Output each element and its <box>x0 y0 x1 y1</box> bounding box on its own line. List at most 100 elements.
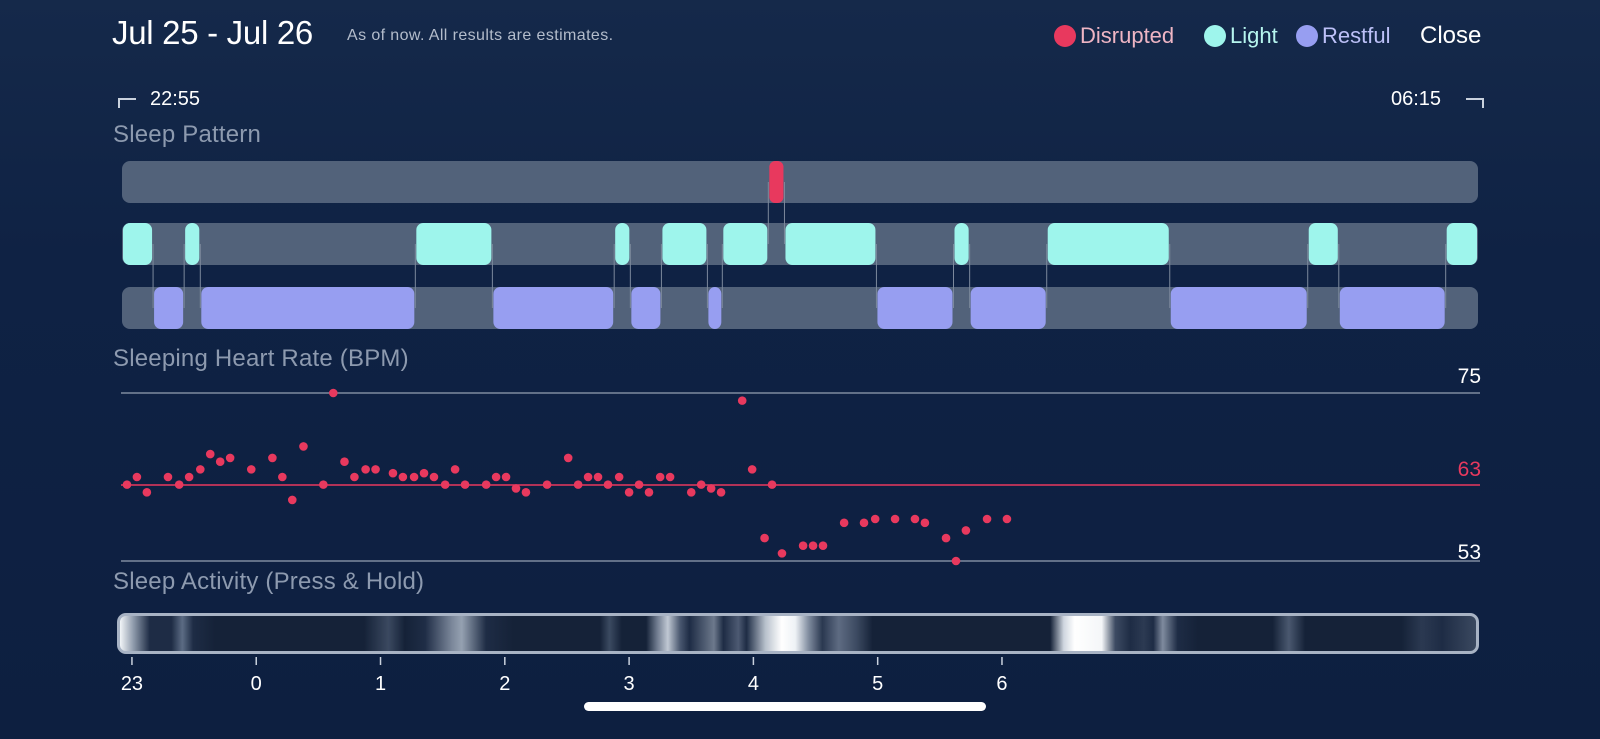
segment-light <box>662 223 707 265</box>
heart-rate-point <box>225 453 235 463</box>
heart-rate-point <box>747 465 757 474</box>
heart-rate-point <box>163 472 173 482</box>
heart-rate-point <box>760 533 769 543</box>
segment-light <box>185 223 200 265</box>
heart-rate-point <box>184 472 194 482</box>
legend-label: Disrupted <box>1080 23 1175 48</box>
heart-rate-point <box>573 480 583 489</box>
x-tick-label: 23 <box>121 673 143 695</box>
heart-rate-point <box>429 472 439 482</box>
segment-restful <box>154 287 184 329</box>
max-value-label: 75 <box>1458 365 1481 388</box>
sleep-activity-title: Sleep Activity (Press & Hold) <box>113 568 425 595</box>
heart-rate-point <box>665 472 675 482</box>
segment-restful <box>1339 287 1445 329</box>
legend-item-restful: Restful <box>1296 21 1390 51</box>
heart-rate-point <box>319 480 328 489</box>
heart-rate-point <box>777 549 787 558</box>
segment-light <box>1047 223 1169 265</box>
min-value-label: 53 <box>1458 541 1481 564</box>
sleep-pattern-title: Sleep Pattern <box>113 121 262 148</box>
segment-restful <box>201 287 415 329</box>
heart-rate-point <box>215 457 225 467</box>
heart-rate-point <box>614 472 624 482</box>
disrupted-dot-icon <box>1054 25 1076 47</box>
heart-rate-point <box>268 453 277 463</box>
heart-rate-point <box>1002 514 1012 524</box>
heart-rate-point <box>491 472 501 482</box>
heart-rate-point <box>808 541 818 551</box>
heart-rate-point <box>419 468 429 478</box>
heart-rate-point <box>920 518 930 528</box>
sleep-activity-heatmap[interactable] <box>117 613 1479 654</box>
heart-rate-point <box>409 472 419 482</box>
restful-track <box>122 287 1478 329</box>
estimate-disclaimer: As of now. All results are estimates. <box>347 27 614 44</box>
disrupted-track <box>122 161 1478 203</box>
heart-rate-point <box>634 480 644 489</box>
heart-rate-point <box>132 472 142 482</box>
heart-rate-point <box>511 484 521 493</box>
heart-rate-point <box>361 465 370 474</box>
heart-rate-point <box>982 514 992 524</box>
heart-rate-point <box>196 465 205 474</box>
heart-rate-point <box>624 487 634 497</box>
heart-rate-point <box>371 465 380 474</box>
heart-rate-point <box>388 468 398 478</box>
segment-light <box>954 223 969 265</box>
heart-rate-point <box>716 487 726 497</box>
segment-light <box>416 223 492 265</box>
legend-item-light: Light <box>1204 21 1278 51</box>
heart-rate-title: Sleeping Heart Rate (BPM) <box>113 345 409 372</box>
segment-light <box>723 223 768 265</box>
heart-rate-point <box>961 526 971 535</box>
page-title: Jul 25 - Jul 26 <box>112 14 313 51</box>
heart-rate-point <box>890 514 900 524</box>
heart-rate-point <box>278 472 287 482</box>
heart-rate-point <box>398 472 408 482</box>
x-tick-label: 6 <box>996 673 1007 695</box>
time-axis: 23 0 1 2 3 4 5 6 <box>121 657 1008 695</box>
segment-restful <box>1170 287 1307 329</box>
heart-rate-point <box>706 484 716 493</box>
close-button[interactable]: Close <box>1420 22 1482 49</box>
segment-restful <box>877 287 953 329</box>
heart-rate-point <box>798 541 808 551</box>
heart-rate-point <box>870 514 880 524</box>
segment-light <box>1308 223 1338 265</box>
start-bracket-icon <box>118 98 136 108</box>
sleep-pattern-chart[interactable] <box>122 161 1478 329</box>
end-time: 06:15 <box>1391 88 1442 110</box>
start-time: 22:55 <box>150 88 201 110</box>
heart-rate-point <box>350 472 359 482</box>
heart-rate-point <box>839 518 849 528</box>
restful-dot-icon <box>1296 25 1318 47</box>
heart-rate-point <box>951 556 961 566</box>
legend-item-disrupted: Disrupted <box>1054 21 1174 51</box>
segment-restful <box>970 287 1046 329</box>
heart-rate-point <box>686 487 696 497</box>
heart-rate-point <box>122 480 132 489</box>
heart-rate-point <box>818 541 828 551</box>
heart-rate-chart[interactable]: 75 63 53 <box>121 365 1481 566</box>
heart-rate-point <box>174 480 184 489</box>
segment-restful <box>493 287 614 329</box>
x-tick-label: 3 <box>624 673 635 695</box>
light-dot-icon <box>1204 25 1226 47</box>
heart-rate-point <box>767 480 777 489</box>
heart-rate-point <box>583 472 593 482</box>
heart-rate-point <box>603 480 613 489</box>
x-tick-label: 2 <box>499 673 510 695</box>
heart-rate-point <box>287 495 297 505</box>
heart-rate-point <box>246 465 256 474</box>
heart-rate-point <box>910 514 920 524</box>
heart-rate-point <box>563 453 573 463</box>
home-indicator[interactable] <box>584 702 986 711</box>
heart-rate-point <box>340 457 349 467</box>
heart-rate-point <box>593 472 603 482</box>
heart-rate-point <box>450 465 460 474</box>
segment-light <box>785 223 876 265</box>
heart-rate-point <box>328 388 338 398</box>
heart-rate-point <box>460 480 470 489</box>
